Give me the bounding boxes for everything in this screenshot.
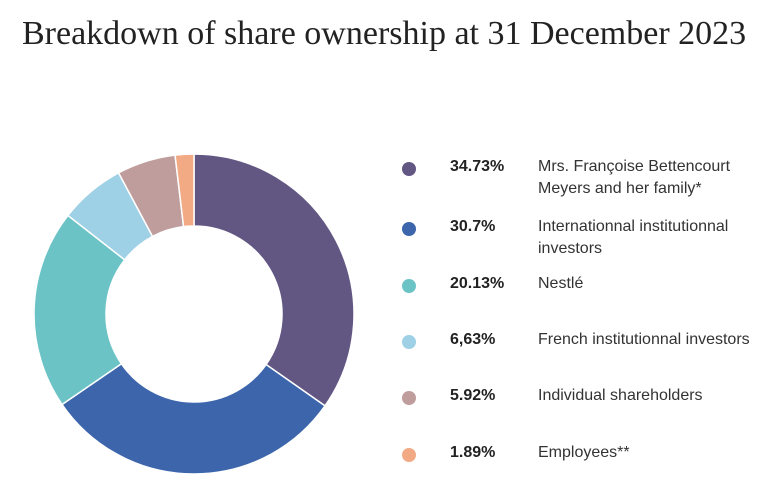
chart-title: Breakdown of share ownership at 31 Decem… [22,15,747,52]
donut-slice-3 [33,214,126,406]
legend-item: 5.92% Individual shareholders [398,385,770,407]
legend-marker [402,391,416,405]
legend-item: 6,63% French institutionnal investors [398,329,770,351]
legend-item: 1.89% Employees** [398,442,770,464]
donut-slice-2 [61,362,327,475]
donut-slice-6 [174,153,195,228]
legend-label: Employees** [538,444,630,461]
legend-label: Individual shareholders [538,387,703,404]
legend-value: 5.92% [450,387,496,404]
legend-label: French institutionnal investors [538,331,750,348]
legend-marker [402,279,416,293]
legend-value: 6,63% [450,331,496,348]
legend-value: 34.73% [450,158,505,175]
legend-value: 1.89% [450,444,496,461]
legend-item: 30.7% Internationnal institutionnal inve… [398,216,770,260]
legend-value: 30.7% [450,218,496,235]
legend-value: 20.13% [450,275,505,292]
legend-label: Internationnal institutionnal investors [538,218,729,257]
donut-slice-1 [193,153,355,407]
legend-label: Mrs. Françoise Bettencourt Meyers and he… [538,158,731,197]
legend-marker [402,162,416,176]
legend-item: 20.13% Nestlé [398,273,770,295]
legend-marker [402,448,416,462]
legend-label: Nestlé [538,275,584,292]
legend-marker [402,335,416,349]
legend-item: 34.73% Mrs. Françoise Bettencourt Meyers… [398,156,770,200]
legend-marker [402,222,416,236]
